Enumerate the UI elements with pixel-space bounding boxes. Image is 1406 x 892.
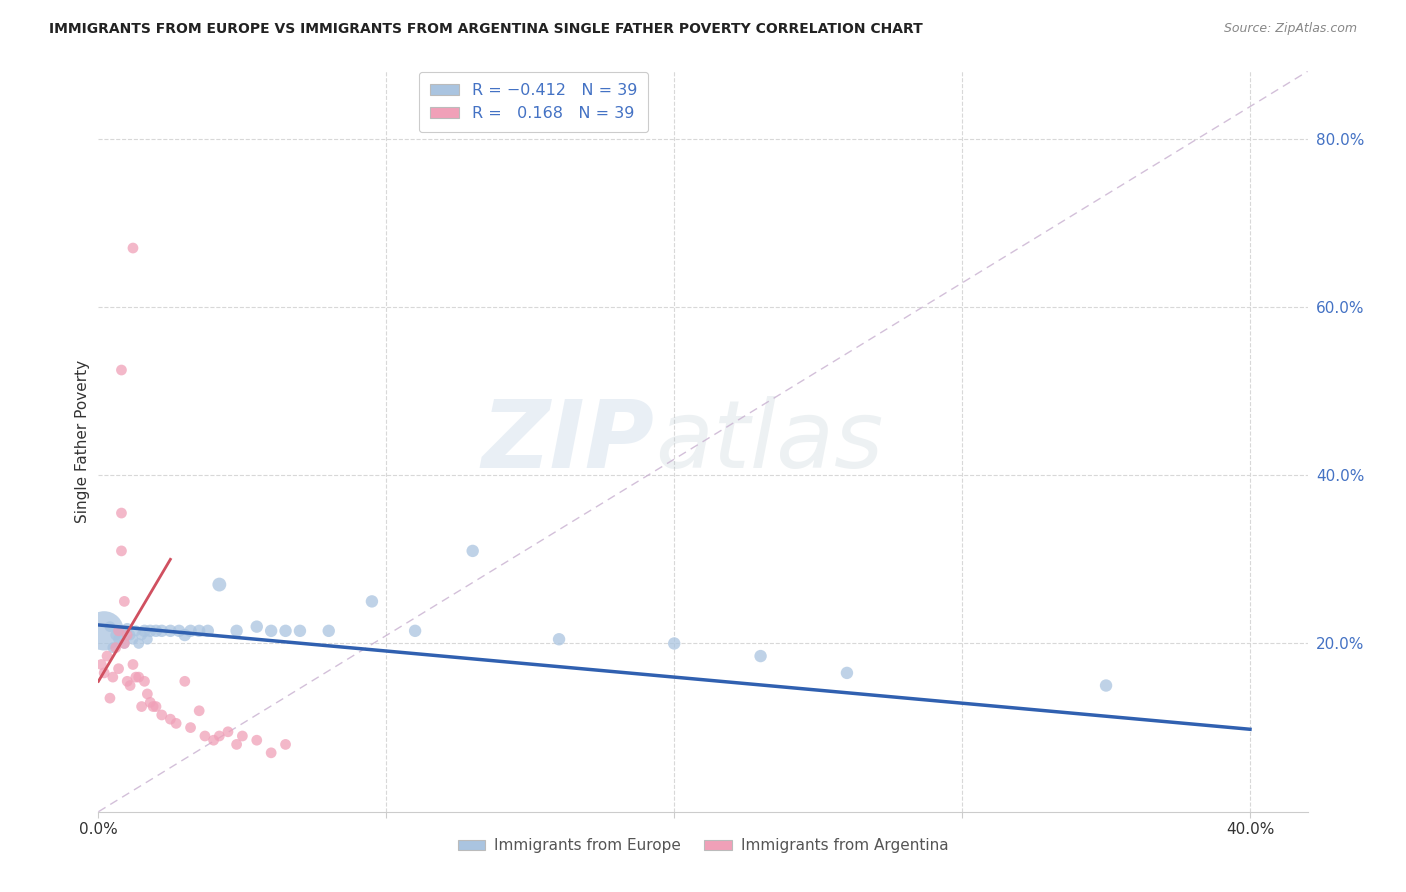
Point — [107, 624, 129, 638]
Text: IMMIGRANTS FROM EUROPE VS IMMIGRANTS FROM ARGENTINA SINGLE FATHER POVERTY CORREL: IMMIGRANTS FROM EUROPE VS IMMIGRANTS FRO… — [49, 22, 922, 37]
Point — [120, 679, 142, 693]
Point — [461, 544, 484, 558]
Point — [122, 241, 145, 255]
Point — [101, 670, 124, 684]
Point — [115, 628, 138, 642]
Point — [110, 506, 132, 520]
Point — [180, 624, 202, 638]
Point — [188, 624, 211, 638]
Point — [664, 636, 686, 650]
Point — [1095, 679, 1118, 693]
Point — [139, 624, 162, 638]
Point — [131, 699, 153, 714]
Point — [134, 674, 156, 689]
Point — [125, 624, 148, 638]
Point — [208, 577, 231, 591]
Point — [749, 649, 772, 664]
Point — [142, 699, 165, 714]
Point — [194, 729, 217, 743]
Point — [180, 721, 202, 735]
Point — [159, 624, 181, 638]
Point — [173, 628, 195, 642]
Point — [225, 624, 247, 638]
Point — [173, 674, 195, 689]
Point — [225, 738, 247, 752]
Point — [150, 708, 173, 723]
Point — [274, 624, 297, 638]
Point — [145, 624, 167, 638]
Point — [128, 670, 150, 684]
Point — [93, 665, 115, 680]
Point — [139, 695, 162, 709]
Point — [122, 632, 145, 647]
Point — [110, 624, 132, 638]
Legend: Immigrants from Europe, Immigrants from Argentina: Immigrants from Europe, Immigrants from … — [451, 832, 955, 860]
Point — [165, 716, 187, 731]
Y-axis label: Single Father Poverty: Single Father Poverty — [75, 360, 90, 523]
Point — [361, 594, 384, 608]
Point — [115, 621, 138, 635]
Point — [107, 632, 129, 647]
Point — [134, 624, 156, 638]
Point — [188, 704, 211, 718]
Point — [98, 619, 121, 633]
Point — [202, 733, 225, 747]
Point — [115, 674, 138, 689]
Point — [128, 636, 150, 650]
Point — [217, 724, 239, 739]
Point — [197, 624, 219, 638]
Point — [145, 699, 167, 714]
Point — [120, 628, 142, 642]
Point — [112, 636, 135, 650]
Point — [110, 544, 132, 558]
Point — [159, 712, 181, 726]
Point — [167, 624, 190, 638]
Point — [548, 632, 571, 647]
Point — [246, 733, 269, 747]
Point — [404, 624, 426, 638]
Text: Source: ZipAtlas.com: Source: ZipAtlas.com — [1223, 22, 1357, 36]
Text: ZIP: ZIP — [482, 395, 655, 488]
Point — [96, 649, 118, 664]
Point — [104, 640, 127, 655]
Point — [90, 657, 112, 672]
Point — [112, 636, 135, 650]
Point — [260, 746, 283, 760]
Point — [93, 624, 115, 638]
Point — [125, 670, 148, 684]
Point — [110, 363, 132, 377]
Point — [104, 628, 127, 642]
Point — [122, 657, 145, 672]
Point — [150, 624, 173, 638]
Point — [260, 624, 283, 638]
Point — [318, 624, 340, 638]
Point — [131, 628, 153, 642]
Point — [98, 691, 121, 706]
Point — [208, 729, 231, 743]
Point — [112, 594, 135, 608]
Point — [246, 619, 269, 633]
Point — [136, 632, 159, 647]
Point — [288, 624, 311, 638]
Point — [107, 662, 129, 676]
Point — [101, 640, 124, 655]
Point — [136, 687, 159, 701]
Point — [231, 729, 253, 743]
Point — [274, 738, 297, 752]
Point — [835, 665, 858, 680]
Text: atlas: atlas — [655, 396, 883, 487]
